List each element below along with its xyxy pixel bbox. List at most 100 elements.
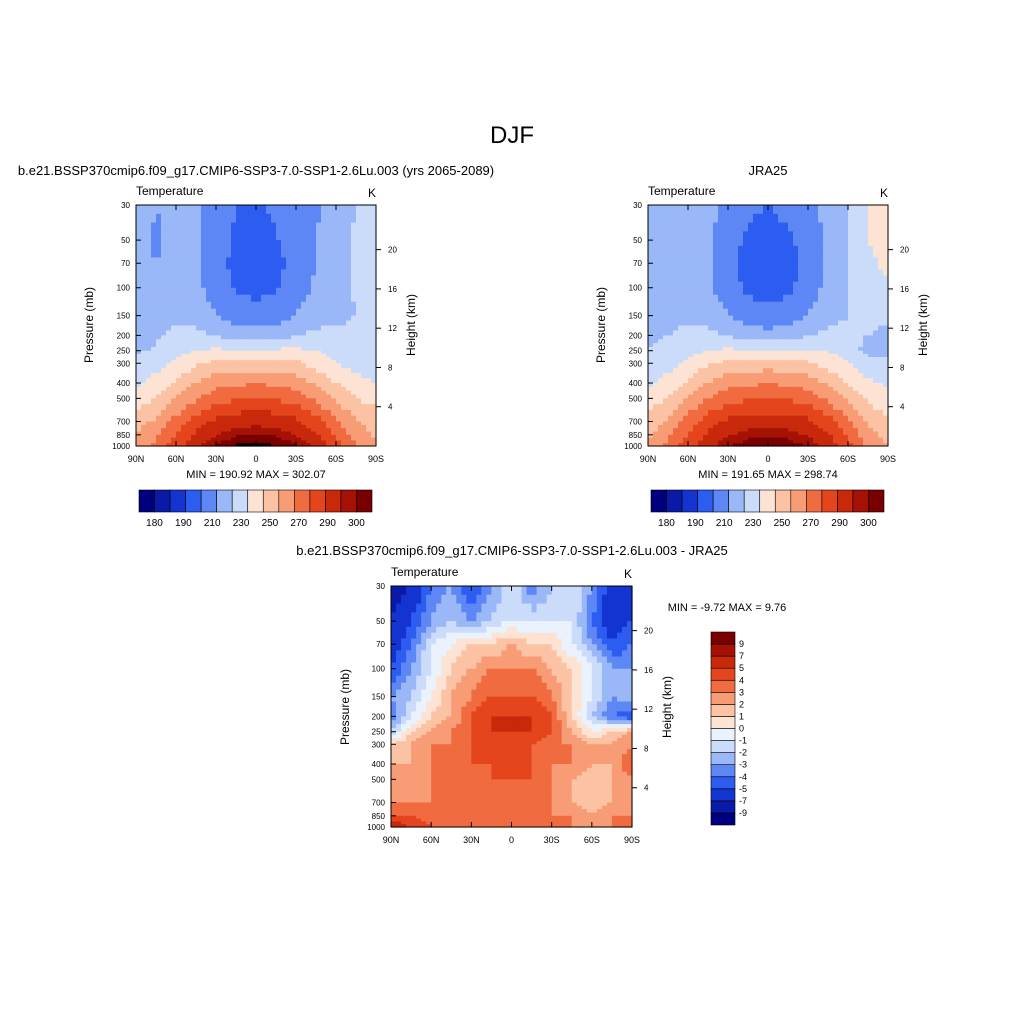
heatmap-cell — [803, 346, 809, 352]
heatmap-cell — [451, 603, 457, 613]
heatmap-cell — [673, 251, 679, 259]
heatmap-cell — [206, 404, 212, 411]
heatmap-cell — [216, 263, 222, 270]
heatmap-cell — [146, 301, 152, 310]
heatmap-cell — [341, 335, 347, 340]
heatmap-cell — [316, 335, 322, 340]
heatmap-cell — [733, 325, 739, 332]
heatmap-cell — [251, 421, 257, 426]
heatmap-cell — [236, 213, 242, 224]
heatmap-cell — [296, 353, 302, 358]
heatmap-cell — [141, 363, 147, 369]
heatmap-cell — [713, 251, 719, 259]
heatmap-cell — [306, 343, 312, 348]
heatmap-cell — [136, 398, 142, 405]
heatmap-cell — [718, 363, 724, 369]
heatmap-cell — [863, 245, 869, 253]
heatmap-cell — [246, 421, 252, 426]
heatmap-cell — [663, 231, 669, 241]
heatmap-cell — [843, 330, 849, 336]
heatmap-cell — [843, 343, 849, 348]
heatmap-cell — [653, 383, 659, 388]
heatmap-cell — [748, 398, 754, 405]
heatmap-cell — [723, 240, 729, 247]
heatmap-cell — [151, 294, 157, 303]
heatmap-cell — [873, 257, 879, 264]
heatmap-cell — [823, 263, 829, 270]
heatmap-cell — [823, 421, 829, 426]
heatmap-cell — [768, 394, 774, 399]
heatmap-cell — [561, 612, 568, 622]
heatmap-cell — [738, 431, 744, 436]
heatmap-cell — [171, 404, 177, 411]
heatmap-cell — [181, 434, 187, 439]
heatmap-cell — [743, 343, 749, 348]
heatmap-cell — [261, 398, 267, 405]
heatmap-cell — [291, 213, 297, 224]
heatmap-cell — [823, 383, 829, 388]
heatmap-cell — [206, 398, 212, 405]
heatmap-cell — [231, 330, 237, 336]
heatmap-cell — [321, 428, 327, 433]
heatmap-cell — [688, 339, 694, 344]
heatmap-cell — [251, 440, 257, 444]
heatmap-cell — [251, 222, 257, 232]
heatmap-cell — [818, 350, 824, 355]
heatmap-cell — [206, 240, 212, 247]
heatmap-cell — [793, 373, 799, 379]
heatmap-cell — [883, 301, 889, 310]
heatmap-cell — [683, 301, 689, 310]
heatmap-cell — [793, 363, 799, 369]
heatmap-cell — [848, 240, 854, 247]
heatmap-cell — [763, 240, 769, 247]
heatmap-cell — [196, 415, 202, 423]
heatmap-cell — [673, 287, 679, 296]
heatmap-cell — [803, 257, 809, 264]
heatmap-cell — [763, 325, 769, 332]
heatmap-cell — [863, 281, 869, 289]
heatmap-cell — [296, 415, 302, 423]
heatmap-cell — [336, 353, 342, 358]
heatmap-cell — [743, 360, 749, 364]
heatmap-cell — [341, 398, 347, 405]
colorbar-swatch — [169, 489, 186, 513]
heatmap-cell — [251, 383, 257, 388]
heatmap-cell — [673, 409, 679, 417]
y-right-tick-label: 4 — [900, 403, 905, 412]
heatmap-cell — [266, 383, 272, 388]
heatmap-cell — [221, 339, 227, 344]
heatmap-cell — [246, 368, 252, 374]
heatmap-cell — [723, 343, 729, 348]
heatmap-cell — [848, 390, 854, 396]
heatmap-cell — [713, 368, 719, 374]
heatmap-cell — [658, 231, 664, 241]
heatmap-cell — [201, 287, 207, 296]
heatmap-cell — [221, 294, 227, 303]
heatmap-cell — [196, 335, 202, 340]
y-tick-label: 850 — [629, 431, 643, 440]
heatmap-cell — [683, 339, 689, 344]
heatmap-cell — [818, 275, 824, 283]
heatmap-cell — [371, 437, 377, 442]
heatmap-cell — [251, 251, 257, 259]
heatmap-cell — [326, 213, 332, 224]
heatmap-cell — [778, 356, 784, 361]
heatmap-cell — [873, 383, 879, 388]
heatmap-cell — [156, 404, 162, 411]
heatmap-cell — [808, 415, 814, 423]
heatmap-cell — [166, 325, 172, 332]
heatmap-cell — [306, 339, 312, 344]
heatmap-cell — [833, 251, 839, 259]
heatmap-cell — [748, 275, 754, 283]
heatmap-cell — [788, 320, 794, 327]
heatmap-cell — [673, 415, 679, 423]
heatmap-cell — [728, 213, 734, 224]
heatmap-cell — [261, 440, 267, 444]
heatmap-cell — [688, 343, 694, 348]
heatmap-cell — [176, 339, 182, 344]
heatmap-cell — [231, 421, 237, 426]
heatmap-cell — [688, 363, 694, 369]
heatmap-cell — [231, 437, 237, 442]
heatmap-cell — [236, 257, 242, 264]
heatmap-cell — [216, 368, 222, 374]
